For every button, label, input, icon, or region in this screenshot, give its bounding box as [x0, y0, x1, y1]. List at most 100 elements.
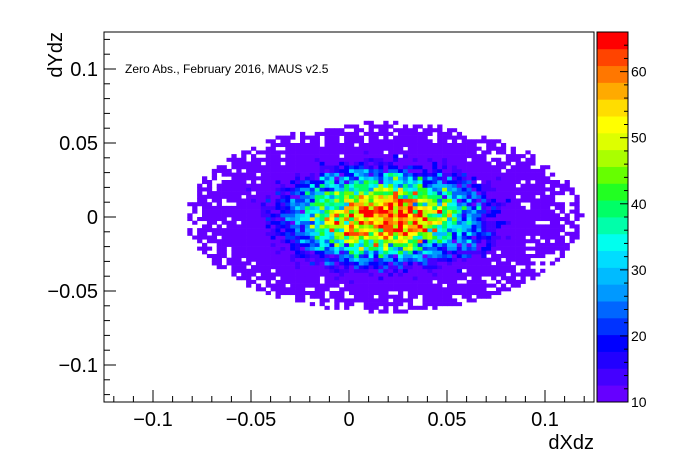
- heatmap-cell: [202, 176, 208, 181]
- heatmap-cell: [319, 180, 325, 185]
- heatmap-cell: [211, 172, 218, 177]
- heatmap-cell: [329, 291, 335, 296]
- heatmap-cell: [432, 261, 438, 266]
- heatmap-cell: [481, 187, 487, 192]
- heatmap-cell: [378, 294, 384, 299]
- heatmap-cell: [231, 220, 237, 225]
- heatmap-cell: [442, 146, 448, 151]
- heatmap-cell: [388, 254, 394, 259]
- heatmap-cell: [309, 220, 316, 225]
- heatmap-cell: [285, 242, 291, 247]
- heatmap-cell: [496, 205, 502, 210]
- heatmap-cell: [525, 217, 531, 222]
- heatmap-cell: [505, 168, 512, 173]
- heatmap-cell: [373, 276, 379, 281]
- heatmap-cell: [319, 298, 325, 303]
- heatmap-cell: [525, 265, 531, 270]
- heatmap-cell: [211, 257, 218, 262]
- heatmap-cell: [236, 161, 242, 166]
- heatmap-cell: [451, 231, 458, 236]
- heatmap-cell: [437, 124, 443, 129]
- heatmap-cell: [535, 213, 541, 218]
- heatmap-cell: [344, 205, 350, 210]
- heatmap-cell: [388, 165, 394, 170]
- heatmap-cell: [437, 172, 443, 177]
- heatmap-cell: [304, 183, 311, 188]
- heatmap-cell: [309, 294, 316, 299]
- heatmap-cell: [309, 146, 316, 151]
- heatmap-cell: [442, 254, 448, 259]
- heatmap-cell: [417, 254, 423, 259]
- heatmap-cell: [349, 172, 355, 177]
- heatmap-cell: [456, 165, 463, 170]
- heatmap-cell: [368, 198, 374, 203]
- heatmap-cell: [349, 239, 355, 244]
- heatmap-cell: [344, 168, 350, 173]
- heatmap-cell: [353, 268, 360, 273]
- heatmap-cell: [349, 213, 355, 218]
- heatmap-cell: [358, 154, 365, 159]
- heatmap-cell: [358, 294, 365, 299]
- heatmap-cell: [520, 254, 526, 259]
- heatmap-cell: [471, 254, 477, 259]
- heatmap-cell: [353, 176, 360, 181]
- heatmap-cell: [304, 217, 311, 222]
- heatmap-cell: [309, 209, 316, 214]
- heatmap-cell: [417, 124, 423, 129]
- heatmap-cell: [432, 209, 438, 214]
- heatmap-cell: [515, 246, 521, 251]
- heatmap-cell: [334, 283, 340, 288]
- heatmap-cell: [285, 228, 291, 233]
- heatmap-cell: [461, 287, 467, 292]
- heatmap-cell: [344, 176, 350, 181]
- heatmap-cell: [373, 279, 379, 284]
- heatmap-cell: [246, 257, 252, 262]
- heatmap-cell: [530, 168, 536, 173]
- heatmap-cell: [358, 231, 365, 236]
- heatmap-cell: [314, 187, 320, 192]
- heatmap-cell: [236, 176, 242, 181]
- heatmap-cell: [407, 283, 414, 288]
- heatmap-cell: [349, 143, 355, 148]
- heatmap-cell: [540, 187, 546, 192]
- heatmap-cell: [461, 205, 467, 210]
- heatmap-cell: [285, 161, 291, 166]
- heatmap-cell: [432, 254, 438, 259]
- heatmap-cell: [447, 187, 453, 192]
- heatmap-cell: [456, 154, 463, 159]
- heatmap-cell: [300, 287, 306, 292]
- heatmap-cell: [559, 187, 565, 192]
- heatmap-cell: [334, 305, 340, 310]
- heatmap-cell: [324, 161, 330, 166]
- heatmap-cell: [280, 242, 286, 247]
- heatmap-cell: [275, 213, 281, 218]
- heatmap-cell: [246, 261, 252, 266]
- heatmap-cell: [206, 220, 213, 225]
- heatmap-cell: [437, 257, 443, 262]
- heatmap-cell: [461, 198, 467, 203]
- heatmap-cell: [407, 235, 414, 240]
- heatmap-cell: [339, 268, 345, 273]
- heatmap-cell: [412, 268, 418, 273]
- heatmap-cell: [422, 283, 428, 288]
- heatmap-cell: [309, 161, 316, 166]
- heatmap-cell: [314, 202, 320, 207]
- heatmap-cell: [349, 176, 355, 181]
- heatmap-cell: [324, 131, 330, 136]
- heatmap-cell: [275, 168, 281, 173]
- heatmap-cell: [505, 194, 512, 199]
- heatmap-cell: [383, 254, 389, 259]
- heatmap-cell: [574, 235, 580, 240]
- heatmap-cell: [549, 191, 556, 196]
- heatmap-cell: [549, 194, 556, 199]
- heatmap-cell: [520, 168, 526, 173]
- heatmap-cell: [481, 239, 487, 244]
- heatmap-cell: [407, 187, 414, 192]
- heatmap-cell: [260, 209, 267, 214]
- heatmap-cell: [280, 228, 286, 233]
- heatmap-cell: [456, 150, 463, 155]
- heatmap-cell: [437, 276, 443, 281]
- heatmap-cell: [378, 172, 384, 177]
- heatmap-cell: [447, 202, 453, 207]
- heatmap-cell: [427, 254, 433, 259]
